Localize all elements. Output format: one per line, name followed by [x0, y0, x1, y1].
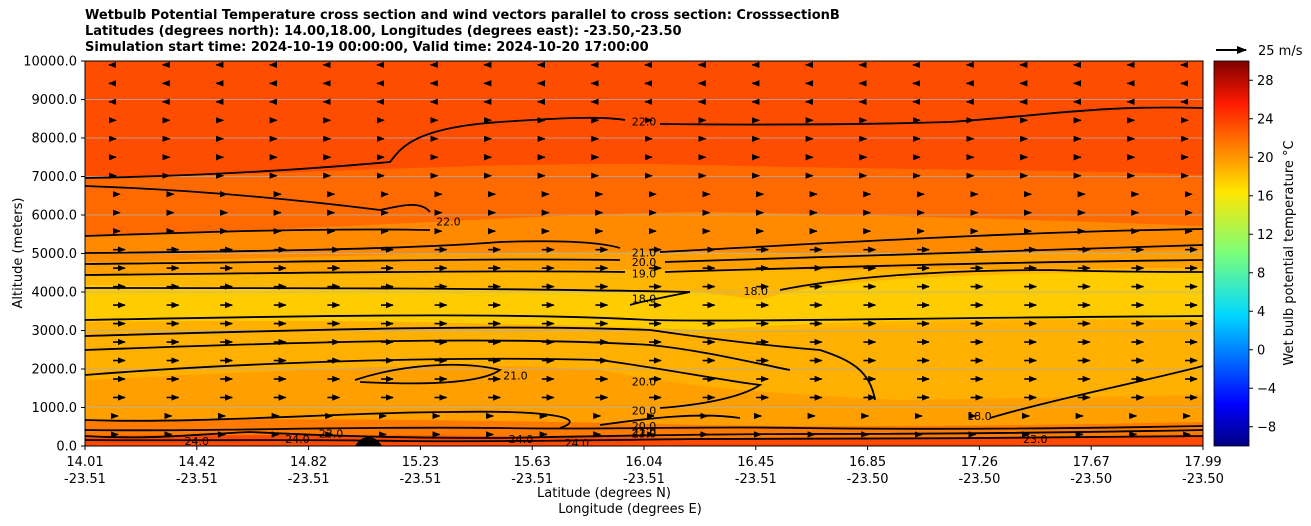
contour-label: 20.0 [632, 375, 657, 388]
contour-label: 20.0 [632, 256, 657, 269]
y-tick-label: 9000.0 [32, 93, 78, 108]
plot-area: 22.022.021.020.019.018.018.021.0 20.020.0… [85, 61, 1203, 450]
y-axis-label: Altitude (meters) [11, 198, 26, 309]
x-tick-label-lat: 16.85 [849, 455, 886, 470]
quiver-key-label: 25 m/s [1258, 44, 1303, 59]
contour-24-bl [85, 435, 1203, 443]
wind-vector-layer [108, 61, 1198, 438]
contour-20 [85, 244, 1203, 265]
contour-18-low [85, 314, 1203, 322]
x-tick-label-lon: -23.51 [511, 472, 553, 487]
colorbar-ticks: −8 −4 0 4 8 12 16 20 24 28 [1249, 74, 1276, 435]
contour-label: 18.0 [632, 293, 657, 306]
colorbar-tick-label: 0 [1257, 343, 1265, 358]
x-tick-label-lat: 15.63 [514, 455, 551, 470]
y-tick-label: 4000.0 [32, 286, 78, 301]
x-axis-label: Latitude (degrees N) [537, 486, 671, 501]
contour-label: 20.0 [632, 420, 657, 433]
x-tick-label-lon: -23.51 [735, 472, 777, 487]
colorbar-tick-label: 28 [1257, 74, 1274, 89]
x-tick-label-lat: 16.04 [625, 455, 662, 470]
contour-19 [85, 259, 1203, 276]
y-tick-label: 0.0 [56, 440, 77, 455]
colorbar-tick-label: 4 [1257, 305, 1265, 320]
colorbar-tick-label: −8 [1257, 420, 1276, 435]
colorbar-tick-label: 20 [1257, 151, 1274, 166]
x-tick-label-lon: -23.50 [1070, 472, 1112, 487]
x-tick-label-lat: 14.82 [290, 455, 327, 470]
x-tick-label-lat: 17.67 [1073, 455, 1110, 470]
contour-22-upper [85, 106, 1203, 179]
contour-label: 24.0 [285, 433, 310, 446]
contour-label: 22.0 [436, 216, 461, 229]
y-tick-label: 6000.0 [32, 209, 78, 224]
y-tick-label: 8000.0 [32, 132, 78, 147]
contour-label: 22.0 [632, 116, 657, 129]
x-axis: 14.01 -23.51 14.42 -23.51 14.82 -23.51 15.23 -2… [64, 446, 1224, 487]
contour-20-bl [85, 365, 1203, 429]
contour-23-bl [85, 429, 1203, 439]
x-tick-label-lon: -23.51 [288, 472, 330, 487]
x-tick-label-lon: -23.50 [1182, 472, 1224, 487]
x-tick-label-lat: 14.01 [66, 455, 103, 470]
contour-label: 24.0 [565, 437, 590, 450]
y-tick-label: 1000.0 [32, 401, 78, 416]
colorbar-label: Wet bulb potential temperature °C [1282, 140, 1297, 365]
y-tick-label: 3000.0 [32, 324, 78, 339]
colorbar [1213, 60, 1250, 447]
colorbar-tick-label: 24 [1257, 112, 1274, 127]
terrain-patch [355, 437, 382, 446]
y-tick-label: 7000.0 [32, 170, 78, 185]
colorbar-tick-label: 8 [1257, 266, 1265, 281]
x-tick-label-lon: -23.51 [176, 472, 218, 487]
contour-22-mid [85, 185, 431, 213]
x-tick-label-lat: 17.99 [1184, 455, 1221, 470]
x-tick-label-lon: -23.51 [399, 472, 441, 487]
x-tick-label-lon: -23.50 [847, 472, 889, 487]
y-tick-label: 2000.0 [32, 363, 78, 378]
chart-title-line-2: Latitudes (degrees north): 14.00,18.00, … [85, 24, 682, 39]
contour-21-bl [85, 425, 1203, 432]
x-tick-label-lat: 17.26 [961, 455, 998, 470]
contour-label: 19.0 [632, 268, 657, 281]
y-tick-label: 10000.0 [23, 55, 77, 70]
contour-label: 24.0 [185, 435, 210, 448]
colorbar-tick-label: 12 [1257, 228, 1274, 243]
contour-label: 24.0 [509, 433, 534, 446]
chart-title-line-3: Simulation start time: 2024-10-19 00:00:… [85, 40, 649, 55]
x-axis-label-2: Longitude (degrees E) [558, 502, 702, 517]
x-tick-label-lon: -23.51 [64, 472, 106, 487]
colorbar-tick-label: 16 [1257, 189, 1274, 204]
x-tick-label-lat: 16.45 [737, 455, 774, 470]
y-axis: 0.0 1000.0 2000.0 3000.0 4000.0 5000.0 6000.0 7… [23, 55, 85, 455]
x-tick-label-lon: -23.50 [958, 472, 1000, 487]
x-tick-label-lat: 14.42 [178, 455, 215, 470]
contour-lines [85, 106, 1203, 443]
y-tick-label: 5000.0 [32, 247, 78, 262]
contour-label: 21.0 [503, 370, 528, 383]
x-tick-label-lat: 15.23 [402, 455, 439, 470]
colorbar-tick-label: −4 [1257, 382, 1276, 397]
chart-title-line-1: Wetbulb Potential Temperature cross sect… [85, 8, 840, 23]
x-tick-label-lon: -23.51 [623, 472, 665, 487]
